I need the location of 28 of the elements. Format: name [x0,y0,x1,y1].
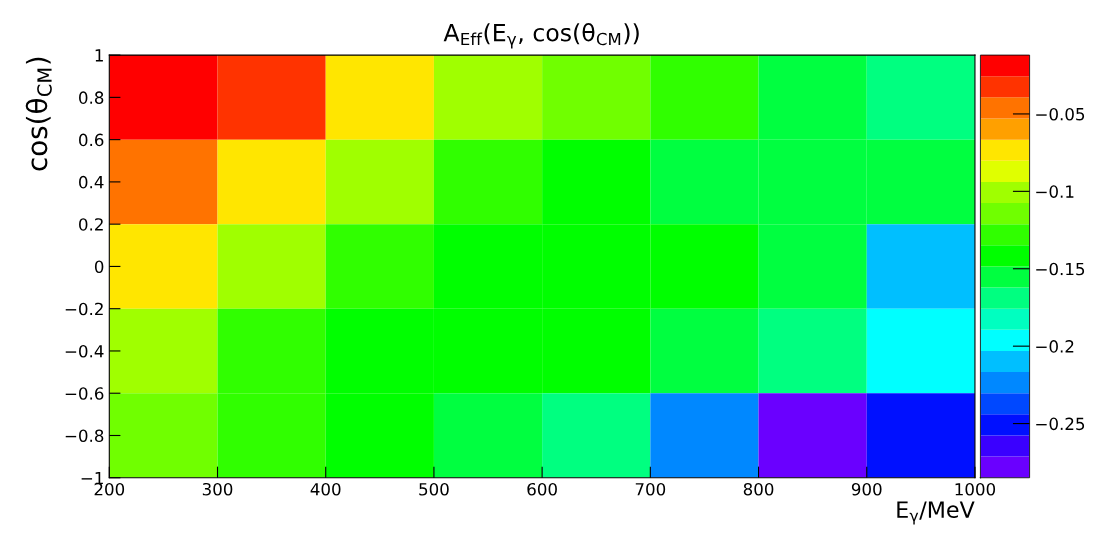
y-tick-label: −0.2 [65,302,103,316]
y-tick-label: 0.8 [79,91,104,104]
x-tick-label: 1000 [955,482,996,496]
x-tick-label: 900 [851,482,882,496]
x-tick-label: 600 [527,482,557,496]
color-bar-label: −0.1 [1036,185,1074,198]
x-tick-label: 400 [310,482,341,496]
y-tick-label: −0.4 [65,344,104,358]
x-tick-label: 800 [743,482,774,496]
y-tick-label: −0.8 [65,429,104,443]
color-bar-label: −0.25 [1036,417,1085,431]
color-bar-label: −0.15 [1036,262,1085,276]
color-bar-label: −0.05 [1036,107,1085,121]
y-axis-title: cos(θ$_{CM}$) [25,57,52,171]
y-tick-label: −1 [81,471,103,485]
y-tick-label: 0.2 [79,218,103,231]
color-bar-label: −0.2 [1036,340,1074,353]
y-tick-label: 1 [95,49,103,62]
x-tick-label: 700 [635,482,666,496]
x-tick-label: 200 [94,482,125,496]
y-tick-label: −0.6 [65,387,104,400]
chart-title: A$_{Eff}$(E$_{γ}$, cos(θ$_{CM}$)) [443,23,639,49]
y-tick-label: 0.4 [79,175,104,189]
x-tick-label: 300 [202,482,233,496]
y-tick-label: 0.6 [79,133,104,147]
x-axis-title: E$_{γ}$/MeV [897,501,975,525]
x-tick-label: 500 [419,482,449,496]
y-tick-label: 0 [94,260,104,273]
